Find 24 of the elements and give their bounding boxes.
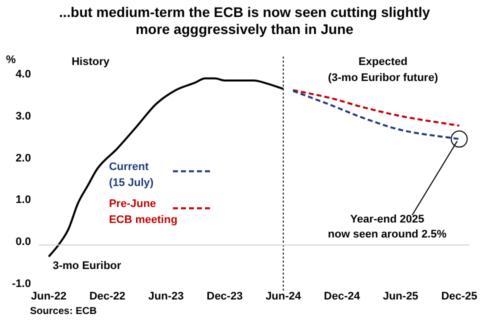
x-tick-label: Jun-23: [148, 290, 184, 302]
x-tick-label: Dec-23: [206, 290, 243, 302]
legend-label: Current (15 July): [108, 160, 154, 189]
annotation: Year-end 2025 now seen around 2.5%: [328, 214, 447, 241]
x-tick-label: Jun-24: [266, 290, 302, 302]
x-tick-label: Jun-25: [382, 290, 418, 302]
text: Pre-June ECB meeting: [108, 198, 178, 226]
x-tick-label: Jun-22: [30, 290, 66, 302]
x-tick-label: Dec-24: [324, 290, 361, 302]
y-tick-label: 3.0: [16, 110, 31, 122]
x-tick-label: Dec-25: [441, 290, 478, 302]
chart-title: ...but medium-term the ECB is now seen cutting slightly more agggressively than in June: [58, 3, 432, 39]
y-axis-title: %: [6, 54, 16, 66]
y-tick-label: 0.0: [16, 236, 31, 248]
y-tick-label: 2.0: [16, 152, 31, 164]
y-tick-label: 1.0: [16, 194, 31, 206]
line-series: [292, 89, 460, 127]
annotation: Expected (3-mo Euribor future): [328, 56, 438, 84]
y-tick-label: 4.0: [16, 68, 31, 81]
y-tick-label: -1.0: [12, 278, 31, 290]
source-note: Sources: ECB: [30, 306, 97, 317]
x-tick-label: Dec-22: [89, 290, 126, 302]
series-label: 3-mo Euribor: [52, 260, 122, 272]
annotation: History: [72, 56, 110, 68]
